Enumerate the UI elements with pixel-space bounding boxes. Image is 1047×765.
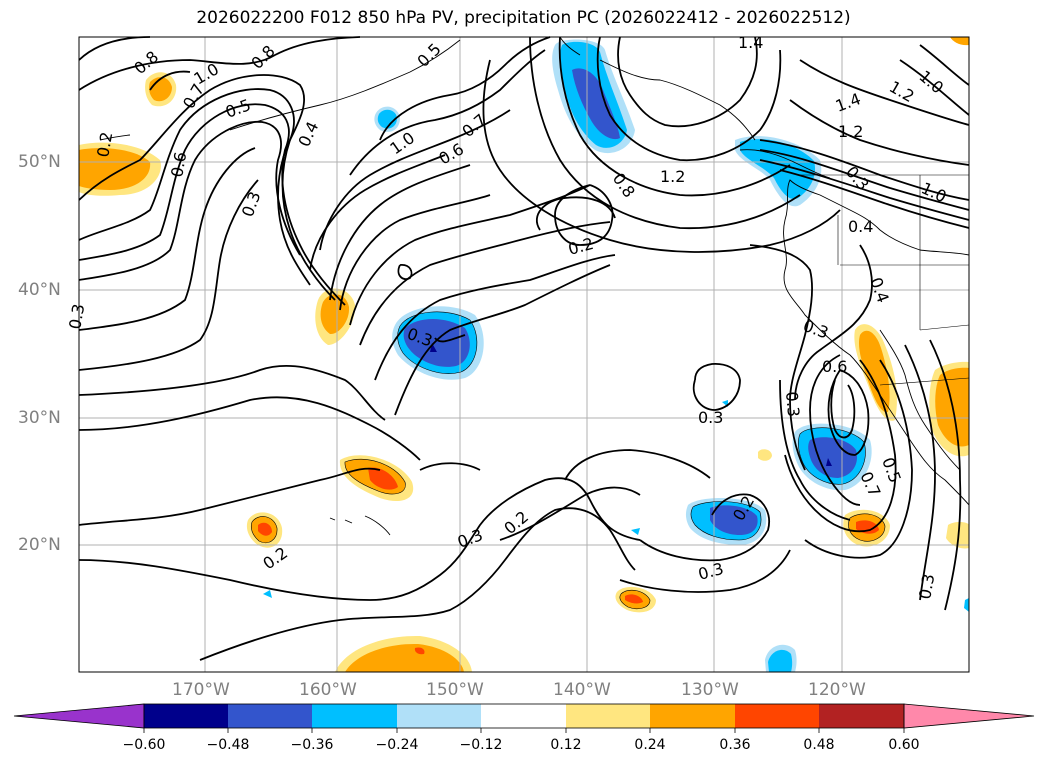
colorbar-segment <box>650 704 735 728</box>
colorbar-label: 0.24 <box>634 737 666 753</box>
lon-label: 150°W <box>426 680 484 700</box>
colorbar-label: −0.36 <box>290 737 334 753</box>
contour-label: 0.3 <box>698 408 723 427</box>
lat-lon-grid <box>79 37 969 672</box>
colorbar-label: −0.48 <box>206 737 250 753</box>
lat-label: 40°N <box>18 280 61 300</box>
colorbar-segment <box>735 704 819 728</box>
colorbar <box>13 703 1035 733</box>
colorbar-label: 0.48 <box>803 737 835 753</box>
colorbar-segment <box>228 704 312 728</box>
contour-label: 0.6 <box>167 150 190 178</box>
lon-label: 140°W <box>553 680 611 700</box>
contour-label: 0.2 <box>93 130 116 158</box>
lon-label: 130°W <box>681 680 739 700</box>
lon-label: 160°W <box>299 680 357 700</box>
colorbar-over-arrow <box>903 703 1035 729</box>
colorbar-label: 0.60 <box>888 737 920 753</box>
lat-label: 50°N <box>18 152 61 172</box>
contour-label: 1.2 <box>838 122 863 141</box>
contour-label: 0.3 <box>65 302 88 330</box>
borders <box>800 174 970 386</box>
contour-label: 0.6 <box>822 357 847 376</box>
lon-label: 120°W <box>808 680 866 700</box>
colorbar-segment <box>566 704 650 728</box>
contour-label: 0.4 <box>848 217 873 236</box>
contour-label: 1.2 <box>660 167 685 186</box>
colorbar-segment <box>481 704 566 728</box>
colorbar-frame <box>143 703 905 729</box>
map-title: 2026022200 F012 850 hPa PV, precipitatio… <box>196 8 851 28</box>
lat-label: 30°N <box>18 408 61 428</box>
lon-label: 170°W <box>172 680 230 700</box>
plot-area: 0.8 1.0 0.7 0.5 0.8 0.5 0.6 0.4 0.2 1.0 … <box>65 33 970 673</box>
precip-shading <box>79 37 969 672</box>
precip-outlines <box>250 311 886 610</box>
colorbar-segment <box>819 704 904 728</box>
colorbar-under-arrow <box>13 703 145 729</box>
colorbar-segment <box>397 704 481 728</box>
contour-label: 0.3 <box>782 391 803 418</box>
plot-frame <box>78 36 970 673</box>
contour-label: 0.3 <box>915 572 938 600</box>
colorbar-segment <box>144 704 228 728</box>
colorbar-label: −0.24 <box>375 737 419 753</box>
colorbar-label: 0.36 <box>719 737 751 753</box>
colorbar-label: 0.12 <box>550 737 582 753</box>
colorbar-label: −0.60 <box>122 737 166 753</box>
colorbar-segment <box>312 704 397 728</box>
colorbar-label: −0.12 <box>459 737 503 753</box>
contour-label: 1.4 <box>738 33 763 52</box>
lat-label: 20°N <box>18 535 61 555</box>
pv-contours <box>78 36 970 661</box>
